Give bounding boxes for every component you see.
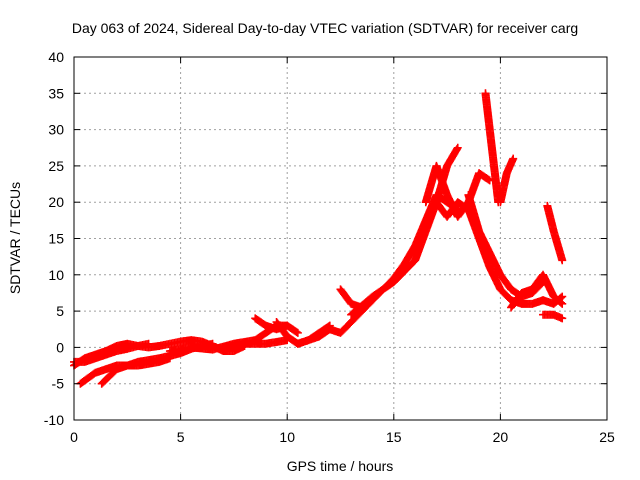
y-tick-label: 5 (56, 303, 64, 319)
x-tick-label: 20 (493, 429, 509, 445)
data-points (70, 89, 567, 388)
data-series (219, 336, 292, 352)
data-point (453, 143, 462, 152)
data-point (293, 328, 302, 337)
x-tick-label: 5 (177, 429, 185, 445)
data-point (558, 299, 567, 308)
data-series (539, 310, 567, 323)
x-tick-label: 25 (599, 429, 615, 445)
data-series (293, 190, 462, 348)
y-tick-label: 10 (48, 267, 64, 283)
y-tick-label: 35 (48, 85, 64, 101)
y-tick-label: 20 (48, 194, 64, 210)
data-point (484, 175, 493, 184)
y-axis-title: SDTVAR / TECUs (7, 182, 23, 294)
x-tick-label: 0 (70, 429, 78, 445)
data-series (70, 339, 153, 366)
grid-lines (74, 57, 607, 420)
data-series (481, 89, 503, 207)
y-tick-label: 25 (48, 158, 64, 174)
data-point (558, 314, 567, 323)
data-point (558, 292, 567, 301)
data-series (496, 154, 518, 207)
data-point (144, 339, 153, 348)
y-tick-label: 15 (48, 231, 64, 247)
y-tick-label: 30 (48, 122, 64, 138)
data-series (543, 201, 567, 265)
data-point (292, 328, 301, 337)
y-tick-label: 0 (56, 339, 64, 355)
y-tick-label: -5 (52, 376, 65, 392)
x-tick-label: 15 (386, 429, 402, 445)
y-tick-label: 40 (48, 49, 64, 65)
x-tick-label: 10 (279, 429, 295, 445)
data-point (509, 154, 518, 163)
x-axis-title: GPS time / hours (287, 458, 394, 474)
data-series (347, 143, 462, 319)
data-series (539, 292, 567, 308)
y-tick-label: -10 (44, 412, 64, 428)
data-point (558, 256, 567, 265)
axis-ticks: 0 5 10 15 20 25 -10 -5 0 5 10 15 20 25 30 35 40 (44, 49, 615, 445)
chart-title: Day 063 of 2024, Sidereal Day-to-day VTE… (72, 20, 578, 36)
data-point (557, 293, 566, 302)
